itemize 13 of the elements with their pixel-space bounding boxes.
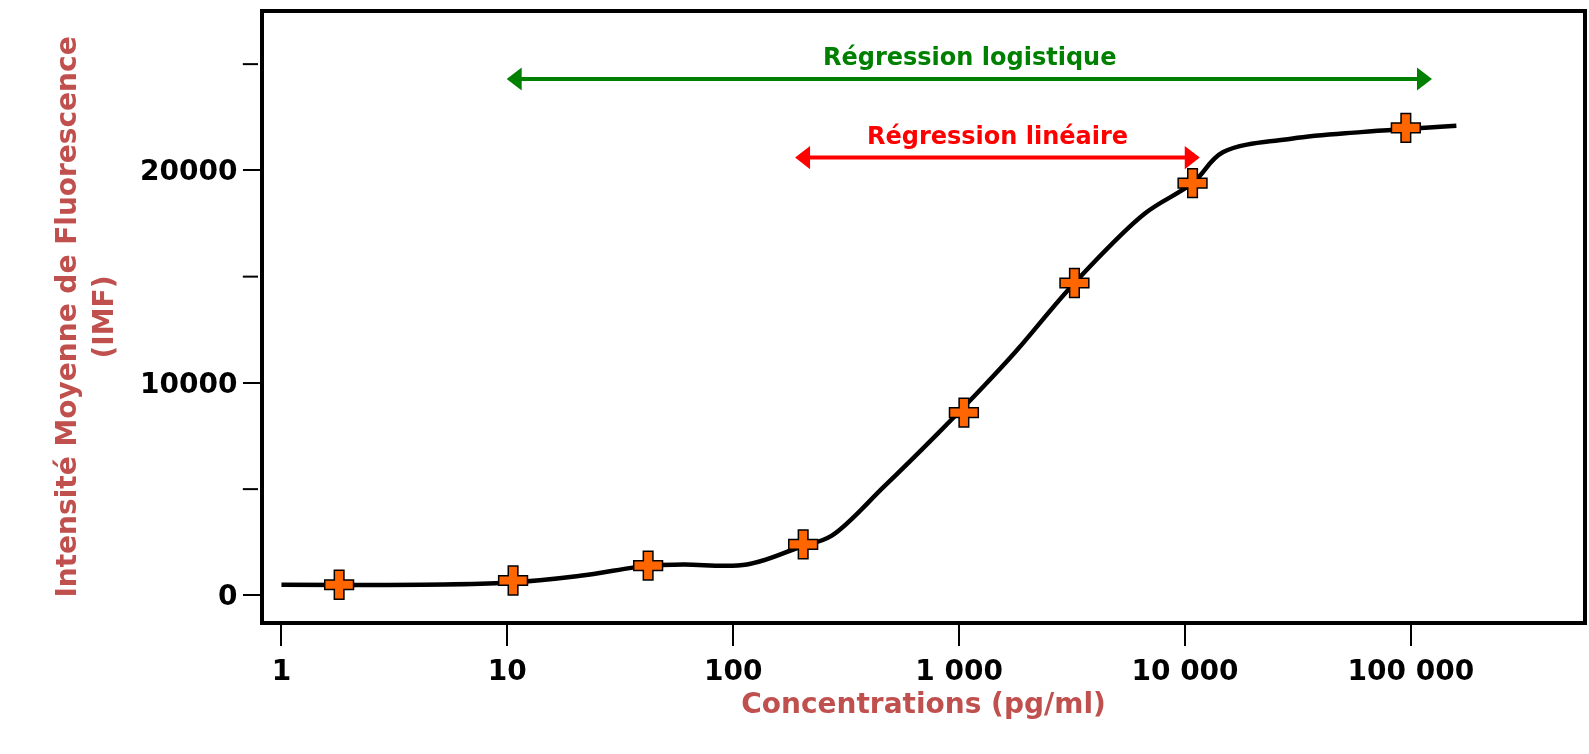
x-tick-label: 100 bbox=[704, 653, 763, 687]
x-axis-title: Concentrations (pg/ml) bbox=[741, 686, 1106, 720]
x-tick-label: 1 000 bbox=[915, 653, 1003, 687]
series-label: Régression logistique bbox=[823, 43, 1117, 71]
y-tick-label: 20000 bbox=[139, 154, 238, 188]
y-axis-title: Intensité Moyenne de Fluorescence (IMF) bbox=[50, 36, 120, 598]
x-tick-label: 10 000 bbox=[1131, 653, 1239, 687]
x-tick-label: 1 bbox=[271, 653, 292, 687]
series-label: Régression linéaire bbox=[867, 122, 1129, 150]
y-tick-label: 0 bbox=[217, 579, 238, 613]
y-tick-label: 10000 bbox=[139, 366, 238, 400]
x-tick-label: 10 bbox=[487, 653, 527, 687]
x-tick-label: 100 000 bbox=[1347, 653, 1475, 687]
